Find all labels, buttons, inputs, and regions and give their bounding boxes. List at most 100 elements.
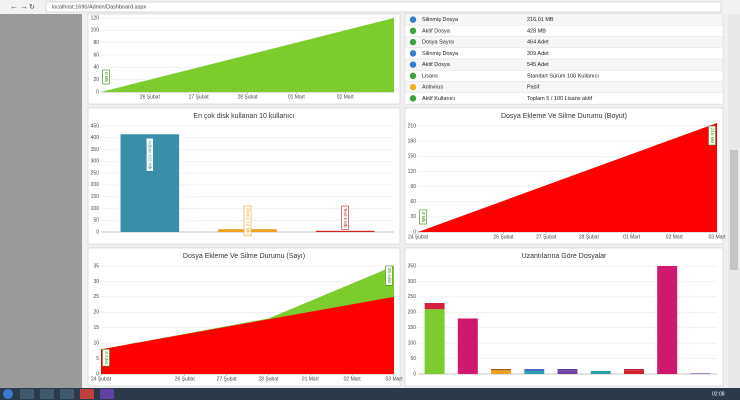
x-tick-label: 02 Mart — [337, 94, 355, 100]
table-row — [404, 81, 724, 93]
area — [101, 296, 394, 374]
y-tick-label: 200 — [91, 182, 100, 188]
scroll-thumb[interactable] — [730, 150, 738, 270]
reload-button[interactable]: ↻ — [29, 4, 35, 11]
bar — [557, 369, 578, 371]
x-tick-label: 27 Şubat — [217, 376, 238, 382]
row-label: Lisans — [422, 73, 438, 79]
y-tick-label: 100 — [408, 340, 417, 346]
x-tick-label: 03 Mart — [709, 234, 727, 240]
data-label-box — [708, 125, 716, 146]
task-icon[interactable] — [40, 389, 54, 399]
forward-button[interactable]: → — [20, 2, 28, 11]
y-tick-label: 40 — [93, 65, 99, 71]
x-tick-label: 26 Şubat — [493, 234, 514, 240]
chart-title: En çok disk kullanan 10 kullanıcı — [193, 113, 294, 120]
url: localhost:1690/Admin/Dashboard.aspx — [52, 4, 146, 10]
data-label: 8 Adet — [102, 349, 110, 367]
data-label-box — [102, 69, 110, 85]
y-tick-label: 15 — [93, 325, 99, 331]
y-tick-label: 0 — [413, 371, 416, 377]
bar — [424, 309, 445, 374]
x-tick-label: 28 Şubat — [258, 376, 279, 382]
y-tick-label: 35 — [93, 263, 99, 269]
task-icon[interactable] — [80, 389, 94, 399]
bar — [524, 369, 545, 371]
bar — [590, 370, 611, 374]
area — [418, 122, 717, 232]
bar — [524, 370, 545, 374]
bar — [424, 303, 445, 310]
row-label: Silinmiş Dosya — [422, 17, 459, 23]
y-tick-label: 60 — [93, 52, 99, 58]
chart-title: Dosya Ekleme Ve Silme Durumu (Boyut) — [501, 113, 627, 120]
clock: 02:08 — [712, 391, 725, 397]
y-tick-label: 90 — [410, 184, 416, 190]
y-tick-label: 0 — [96, 229, 99, 235]
y-tick-label: 150 — [408, 325, 417, 331]
data-label-box — [243, 205, 252, 237]
row-icon — [409, 27, 417, 35]
task-icon[interactable] — [20, 389, 34, 399]
data-label-text: Demo 12 Mb — [245, 208, 250, 234]
x-tick-label: 27 Şubat — [536, 234, 557, 240]
y-tick-label: 250 — [91, 170, 100, 176]
x-tick-label: 24 Şubat — [91, 376, 112, 382]
table-row — [404, 58, 724, 71]
row-value: Pasif — [527, 85, 540, 91]
y-tick-label: 80 — [93, 40, 99, 46]
y-tick-label: 450 — [91, 123, 100, 129]
y-tick-label: 180 — [408, 138, 417, 144]
sidebar — [0, 14, 82, 388]
bar — [623, 369, 644, 371]
row-icon — [409, 95, 417, 102]
bar — [491, 369, 512, 371]
data-label: 0 Mb — [419, 209, 427, 225]
start-button[interactable] — [3, 389, 13, 399]
task-icon[interactable] — [60, 389, 74, 399]
taskbar — [0, 388, 740, 400]
y-tick-label: 120 — [91, 15, 100, 21]
back-button[interactable]: ← — [10, 2, 18, 11]
task-icon[interactable] — [100, 389, 114, 399]
row-label: Silinmiş Dosya — [422, 51, 459, 57]
row-icon — [409, 61, 417, 68]
x-tick-label: 02 Mart — [344, 376, 362, 382]
y-tick-label: 200 — [408, 310, 417, 316]
data-label-text: Admin 415 Mb — [148, 140, 153, 170]
row-value: 216,01 MB — [527, 17, 554, 23]
x-tick-label: 27 Şubat — [189, 94, 210, 100]
data-label: Demo 12 Mb — [243, 205, 252, 237]
url-field[interactable] — [45, 1, 722, 13]
x-tick-label: 28 Şubat — [237, 94, 258, 100]
row-icon — [409, 83, 417, 91]
bar — [491, 370, 512, 374]
y-tick-label: 300 — [91, 159, 100, 165]
data-label-box — [102, 349, 110, 367]
y-tick-label: 300 — [408, 279, 417, 285]
y-tick-label: 150 — [91, 194, 100, 200]
row-value: 464 Adet — [527, 40, 549, 46]
row-label: Aktif Kullanıcı — [422, 96, 455, 102]
bar — [690, 373, 711, 374]
data-label-text: 0 Mb — [104, 72, 109, 83]
data-label-text: 216 Mb — [710, 128, 715, 144]
row-label: Aktif Dosya — [422, 62, 451, 68]
bar — [457, 318, 478, 374]
y-tick-label: 30 — [410, 214, 416, 220]
y-tick-label: 20 — [93, 77, 99, 83]
row-icon — [409, 38, 417, 46]
data-label-text: 35 Adet — [387, 268, 392, 284]
x-tick-label: 01 Mart — [623, 234, 641, 240]
y-tick-label: 25 — [93, 294, 99, 300]
x-tick-label: 28 Şubat — [579, 234, 600, 240]
y-tick-label: 50 — [410, 356, 416, 362]
row-label: Dosya Sayısı — [422, 40, 454, 46]
x-tick-label: 02 Mart — [666, 234, 684, 240]
data-label: 216 Mb — [708, 125, 716, 146]
data-label-box — [385, 265, 393, 286]
data-label: 0 Mb — [102, 69, 110, 85]
y-tick-label: 20 — [93, 310, 99, 316]
y-tick-label: 250 — [408, 294, 417, 300]
